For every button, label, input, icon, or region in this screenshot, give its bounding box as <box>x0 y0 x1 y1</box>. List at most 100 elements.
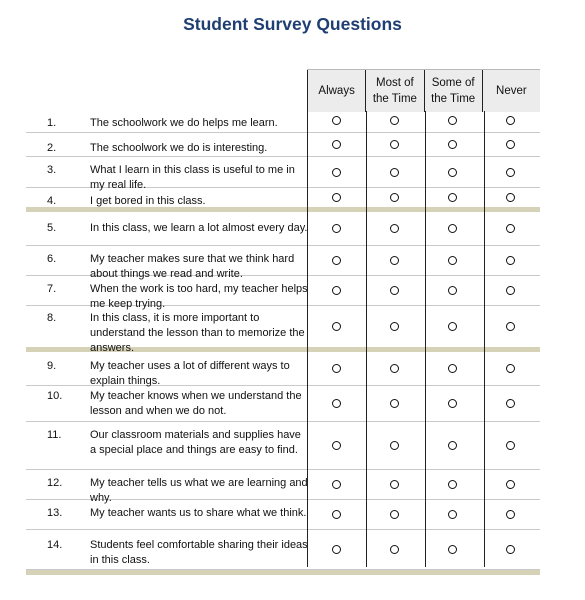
radio-option-always[interactable] <box>331 545 341 554</box>
radio-option-always[interactable] <box>331 364 341 373</box>
radio-option-always[interactable] <box>331 322 341 331</box>
radio-option-never[interactable] <box>506 322 516 331</box>
radio-option-never[interactable] <box>506 256 516 265</box>
question-row: 6. My teacher makes sure that we think ha… <box>26 246 540 280</box>
answer-cell-some-of-the-time <box>424 108 482 132</box>
answer-cell-most-of-the-time <box>365 157 423 187</box>
column-divider <box>484 111 485 567</box>
question-number: 9. <box>47 360 57 372</box>
radio-option-always[interactable] <box>331 286 341 295</box>
radio-option-most-of-the-time[interactable] <box>389 322 399 331</box>
answer-cell-always <box>307 157 365 187</box>
answer-cell-always <box>307 470 365 499</box>
column-header-row: Always Most of the Time Some of the Time N… <box>307 69 540 112</box>
question-row: 12. My teacher tells us what we are learn… <box>26 470 540 504</box>
answer-options <box>307 386 540 421</box>
answer-cell-never <box>482 276 540 305</box>
answer-cell-most-of-the-time <box>365 276 423 305</box>
radio-option-most-of-the-time[interactable] <box>389 441 399 450</box>
answer-cell-some-of-the-time <box>424 157 482 187</box>
radio-option-always[interactable] <box>331 256 341 265</box>
column-header-line1: Always <box>318 85 355 97</box>
radio-option-most-of-the-time[interactable] <box>389 545 399 554</box>
answer-cell-most-of-the-time <box>365 212 423 245</box>
radio-option-always[interactable] <box>331 167 341 177</box>
radio-option-most-of-the-time[interactable] <box>389 480 399 489</box>
answer-cell-never <box>482 133 540 156</box>
question-number: 7. <box>47 283 57 295</box>
radio-option-always[interactable] <box>331 224 341 233</box>
radio-option-most-of-the-time[interactable] <box>389 167 399 177</box>
radio-option-never[interactable] <box>506 399 516 408</box>
radio-option-most-of-the-time[interactable] <box>389 399 399 408</box>
question-row: 8. In this class, it is more important to… <box>26 306 540 354</box>
radio-option-never[interactable] <box>506 545 516 554</box>
answer-cell-always <box>307 386 365 421</box>
radio-option-never[interactable] <box>506 115 516 125</box>
radio-option-some-of-the-time[interactable] <box>448 510 458 519</box>
answer-cell-always <box>307 133 365 156</box>
radio-option-most-of-the-time[interactable] <box>389 364 399 373</box>
radio-option-never[interactable] <box>506 224 516 233</box>
radio-option-some-of-the-time[interactable] <box>448 140 458 149</box>
answer-cell-never <box>482 530 540 569</box>
radio-option-some-of-the-time[interactable] <box>448 545 458 554</box>
radio-option-some-of-the-time[interactable] <box>448 286 458 295</box>
radio-option-some-of-the-time[interactable] <box>448 399 458 408</box>
answer-options <box>307 108 540 132</box>
radio-option-always[interactable] <box>331 399 341 408</box>
radio-option-never[interactable] <box>506 364 516 373</box>
question-row: 5. In this class, we learn a lot almost e… <box>26 212 540 246</box>
radio-option-never[interactable] <box>506 140 516 149</box>
column-header-line1: Never <box>496 85 527 97</box>
radio-option-some-of-the-time[interactable] <box>448 224 458 233</box>
radio-option-most-of-the-time[interactable] <box>389 115 399 125</box>
radio-option-most-of-the-time[interactable] <box>389 140 399 149</box>
question-row: 13. My teacher wants us to share what we … <box>26 500 540 530</box>
radio-option-never[interactable] <box>506 286 516 295</box>
answer-cell-always <box>307 422 365 469</box>
answer-cell-always <box>307 500 365 529</box>
question-row: 3. What I learn in this class is useful t… <box>26 157 540 191</box>
radio-option-some-of-the-time[interactable] <box>448 364 458 373</box>
radio-option-always[interactable] <box>331 193 341 202</box>
radio-option-some-of-the-time[interactable] <box>448 193 458 202</box>
radio-option-some-of-the-time[interactable] <box>448 322 458 331</box>
radio-option-most-of-the-time[interactable] <box>389 193 399 202</box>
radio-option-most-of-the-time[interactable] <box>389 224 399 233</box>
answer-cell-most-of-the-time <box>365 108 423 132</box>
radio-option-always[interactable] <box>331 480 341 489</box>
radio-option-some-of-the-time[interactable] <box>448 167 458 177</box>
answer-cell-some-of-the-time <box>424 422 482 469</box>
radio-option-always[interactable] <box>331 140 341 149</box>
radio-option-some-of-the-time[interactable] <box>448 441 458 450</box>
answer-cell-never <box>482 246 540 275</box>
answer-cell-some-of-the-time <box>424 246 482 275</box>
radio-option-never[interactable] <box>506 441 516 450</box>
radio-option-most-of-the-time[interactable] <box>389 286 399 295</box>
radio-option-never[interactable] <box>506 167 516 177</box>
column-header-never: Never <box>481 70 540 112</box>
question-row: 10. My teacher knows when we understand t… <box>26 386 540 422</box>
radio-option-most-of-the-time[interactable] <box>389 510 399 519</box>
radio-option-never[interactable] <box>506 193 516 202</box>
radio-option-some-of-the-time[interactable] <box>448 256 458 265</box>
question-text: The schoolwork we do is interesting. <box>90 142 268 154</box>
answer-cell-always <box>307 276 365 305</box>
radio-option-always[interactable] <box>331 441 341 450</box>
radio-option-always[interactable] <box>331 115 341 125</box>
radio-option-never[interactable] <box>506 510 516 519</box>
answer-cell-most-of-the-time <box>365 422 423 469</box>
answer-cell-never <box>482 157 540 187</box>
question-number: 14. <box>47 539 63 551</box>
answer-cell-most-of-the-time <box>365 133 423 156</box>
column-divider <box>425 111 426 567</box>
radio-option-always[interactable] <box>331 510 341 519</box>
radio-option-most-of-the-time[interactable] <box>389 256 399 265</box>
column-header-line1: Some of <box>431 77 475 89</box>
radio-option-some-of-the-time[interactable] <box>448 480 458 489</box>
answer-options <box>307 246 540 275</box>
radio-option-never[interactable] <box>506 480 516 489</box>
question-number: 5. <box>47 222 57 234</box>
radio-option-some-of-the-time[interactable] <box>448 115 458 125</box>
